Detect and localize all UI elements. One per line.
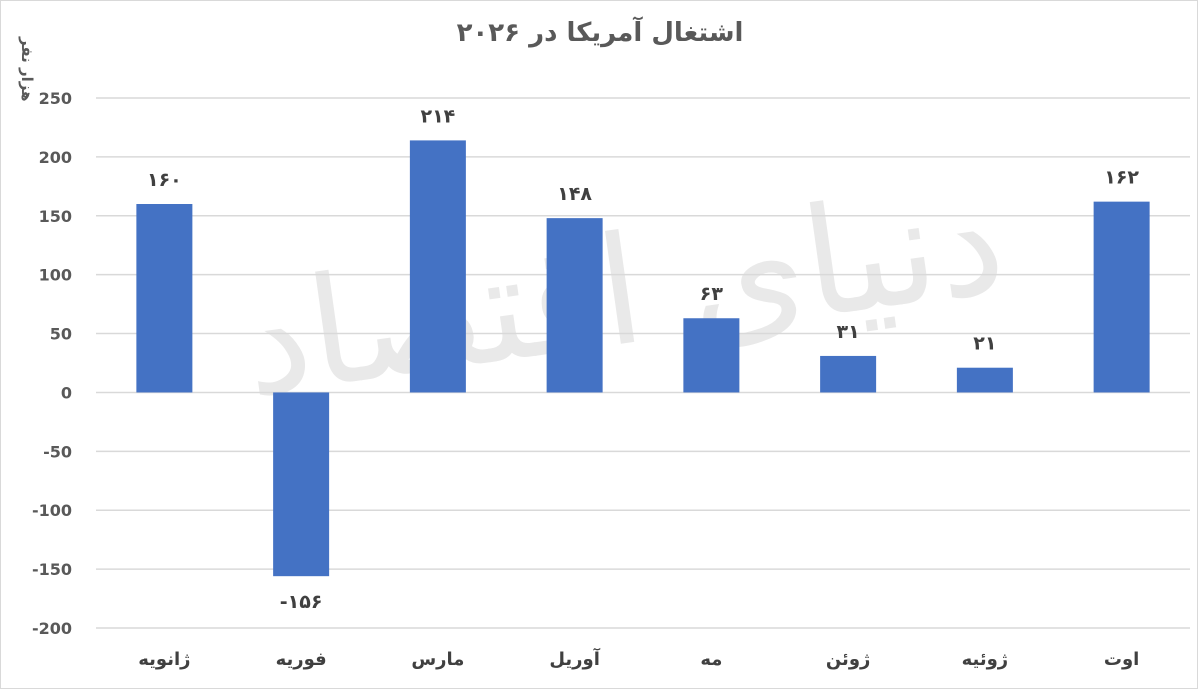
data-label: ۱۶۲: [1104, 167, 1139, 189]
y-tick-label: 50: [50, 325, 72, 344]
x-tick-label: ژوئن: [826, 649, 871, 670]
x-tick-label: اوت: [1104, 649, 1139, 670]
data-label: -۱۵۶: [280, 591, 323, 613]
bar: [956, 367, 1013, 393]
x-tick-label: مارس: [411, 649, 464, 670]
data-label: ۱۴۸: [557, 183, 592, 205]
bar: [136, 204, 193, 393]
data-label: ۲۱: [973, 333, 996, 355]
data-label: ۳۱: [837, 321, 860, 343]
x-axis-labels: ژانویه فوریه مارس آوریل مه ژوئن ژوئیه اوت: [138, 647, 1139, 670]
y-tick-label: -150: [32, 560, 72, 579]
y-tick-label: -200: [32, 619, 72, 638]
chart-title: اشتغال آمریکا در ۲۰۲۶: [456, 18, 744, 48]
bar: [820, 355, 877, 393]
data-label: ۱۶۰: [147, 169, 182, 191]
bar: [546, 218, 603, 393]
y-tick-label: 150: [39, 207, 72, 226]
y-tick-label: 100: [39, 266, 72, 285]
data-labels: ۱۶۰ -۱۵۶ ۲۱۴ ۱۴۸ ۶۳ ۳۱ ۲۱ ۱۶۲: [147, 105, 1139, 613]
gridlines: [96, 97, 1190, 629]
x-tick-label: ژوئیه: [962, 649, 1009, 670]
bar: [1093, 201, 1150, 393]
y-tick-label: -100: [32, 501, 72, 520]
bar: [273, 392, 330, 577]
data-label: ۲۱۴: [420, 105, 455, 127]
y-axis-ticks: 250 200 150 100 50 0 -50 -100 -150 -200: [32, 89, 72, 638]
x-tick-label: مه: [700, 649, 722, 670]
x-tick-label: ژانویه: [138, 649, 190, 670]
y-tick-label: 200: [39, 148, 72, 167]
bars: [136, 140, 1150, 577]
y-axis-unit-label: هزار نفر: [18, 36, 36, 102]
x-tick-label: فوریه: [276, 649, 327, 670]
y-tick-label: -50: [43, 442, 72, 461]
y-tick-label: 0: [61, 383, 72, 402]
data-label: ۶۳: [700, 283, 724, 305]
y-tick-label: 250: [39, 89, 72, 108]
bar: [683, 318, 740, 393]
x-tick-label: آوریل: [549, 647, 600, 670]
bar: [409, 140, 466, 393]
